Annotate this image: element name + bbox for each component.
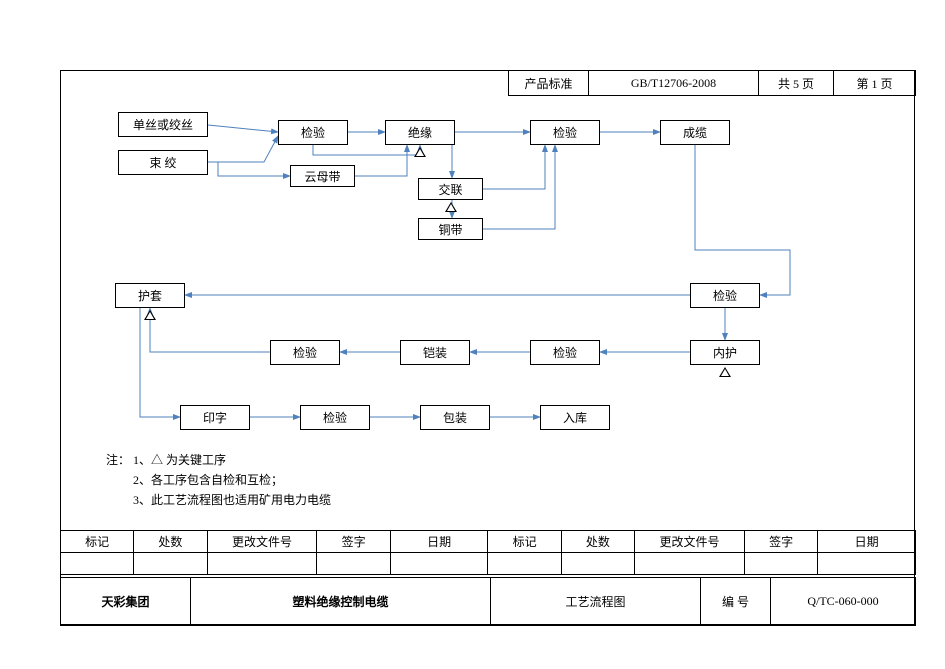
footer-cell: 标记	[61, 531, 134, 553]
footer-cell: 塑料绝缘控制电缆	[191, 578, 491, 626]
footer-cell: 处数	[561, 531, 634, 553]
footer-cell: 编 号	[701, 578, 771, 626]
footer-cell: 更改文件号	[635, 531, 745, 553]
flow-node-n_print: 印字	[180, 405, 250, 430]
header-cell: 第 1 页	[834, 71, 916, 96]
footer-cell	[744, 553, 817, 575]
flow-node-n_stor: 入库	[540, 405, 610, 430]
flow-node-n_mica: 云母带	[290, 165, 355, 187]
flow-node-n_ins: 绝缘	[385, 120, 455, 145]
footer-cell	[390, 553, 488, 575]
header-cell: 共 5 页	[759, 71, 834, 96]
flow-node-n_chk6: 检验	[300, 405, 370, 430]
flow-node-n_chk1: 检验	[278, 120, 348, 145]
header-cell: 产品标准	[509, 71, 589, 96]
flow-node-n_cab: 成缆	[660, 120, 730, 145]
notes-block: 注： 1、△ 为关键工序 2、各工序包含自检和互检； 3、此工艺流程图也适用矿用…	[106, 450, 331, 510]
footer-cell	[818, 553, 916, 575]
flow-node-n_chk3: 检验	[690, 283, 760, 308]
footer-cell: 天彩集团	[61, 578, 191, 626]
flow-node-n_inner: 内护	[690, 340, 760, 365]
flow-node-n_cu: 铜带	[418, 218, 483, 240]
footer-cell	[61, 553, 134, 575]
note-line: 注： 1、△ 为关键工序	[106, 450, 331, 470]
footer-cell: 日期	[818, 531, 916, 553]
footer-cell: 标记	[488, 531, 561, 553]
footer-cell: 签字	[317, 531, 390, 553]
footer-cell	[207, 553, 317, 575]
revision-table-header: 标记处数更改文件号签字日期标记处数更改文件号签字日期	[60, 530, 916, 553]
flow-node-n_chk2: 检验	[530, 120, 600, 145]
footer-cell: 签字	[744, 531, 817, 553]
key-process-icon	[144, 310, 156, 320]
key-process-icon	[445, 202, 457, 212]
flow-node-n_shth: 护套	[115, 283, 185, 308]
footer-cell	[317, 553, 390, 575]
header-cell: GB/T12706-2008	[589, 71, 759, 96]
footer-cell: 日期	[390, 531, 488, 553]
flow-node-n_pack: 包装	[420, 405, 490, 430]
note-line: 2、各工序包含自检和互检；	[106, 470, 331, 490]
flow-node-n_chk4: 检验	[530, 340, 600, 365]
header-info-table: 产品标准GB/T12706-2008共 5 页第 1 页	[508, 70, 916, 96]
flow-node-n_src1: 单丝或绞丝	[118, 112, 208, 137]
footer-cell: Q/TC-060-000	[771, 578, 916, 626]
flow-node-n_chk5: 检验	[270, 340, 340, 365]
title-block: 天彩集团塑料绝缘控制电缆工艺流程图编 号Q/TC-060-000	[60, 577, 916, 626]
footer-cell	[134, 553, 207, 575]
revision-table-row	[60, 552, 916, 575]
footer-cell: 工艺流程图	[491, 578, 701, 626]
note-line: 3、此工艺流程图也适用矿用电力电缆	[106, 490, 331, 510]
footer-cell	[561, 553, 634, 575]
key-process-icon	[414, 147, 426, 157]
footer-cell: 更改文件号	[207, 531, 317, 553]
footer-cell	[488, 553, 561, 575]
footer-cell	[635, 553, 745, 575]
flow-node-n_src2: 束 绞	[118, 150, 208, 175]
key-process-icon	[719, 367, 731, 377]
footer-cell: 处数	[134, 531, 207, 553]
flow-node-n_xlpe: 交联	[418, 178, 483, 200]
flow-node-n_arm: 铠装	[400, 340, 470, 365]
